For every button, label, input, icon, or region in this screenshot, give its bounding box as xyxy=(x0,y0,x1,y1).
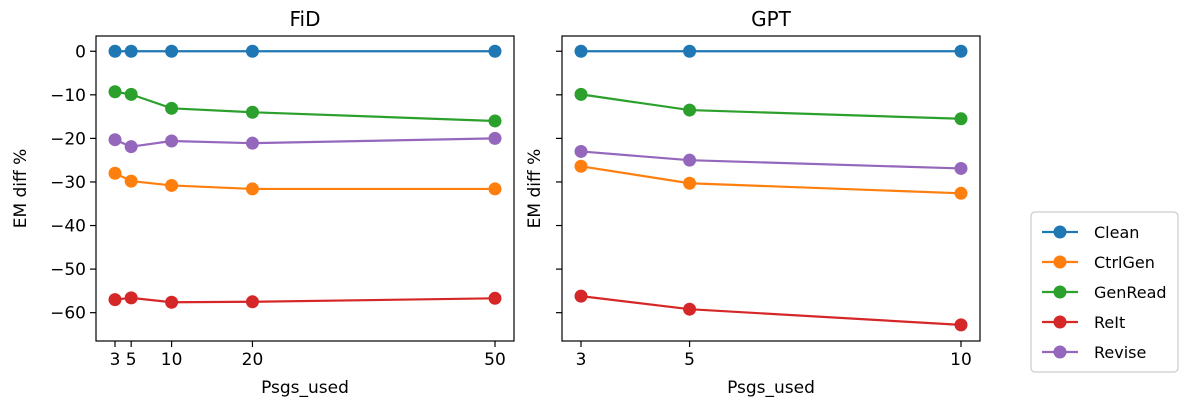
data-point xyxy=(683,103,697,117)
data-point xyxy=(245,105,259,119)
data-point xyxy=(683,302,697,316)
x-tick-label: 50 xyxy=(484,350,506,370)
y-tick-label: 0 xyxy=(75,42,86,62)
legend-label: Revise xyxy=(1094,343,1146,362)
legend-marker xyxy=(1053,285,1067,299)
legend-item-revise: Revise xyxy=(1042,343,1146,362)
series-genread xyxy=(108,85,502,128)
x-tick-label: 5 xyxy=(126,350,137,370)
y-axis-label: EM diff % xyxy=(11,149,31,229)
y-tick-label: −20 xyxy=(50,129,86,149)
series-line xyxy=(580,165,962,195)
x-tick-label: 5 xyxy=(684,350,695,370)
data-point xyxy=(108,44,122,58)
data-point xyxy=(683,176,697,190)
data-point xyxy=(954,318,968,332)
legend-label: CtrlGen xyxy=(1094,253,1155,272)
data-point xyxy=(165,178,179,192)
data-point xyxy=(124,44,138,58)
subplot-gpt: 3 5 10 GPT Psgs_used EM diff % xyxy=(525,7,981,398)
legend-marker xyxy=(1053,225,1067,239)
data-point xyxy=(108,133,122,147)
data-point xyxy=(574,144,588,158)
data-point xyxy=(108,85,122,99)
data-point xyxy=(245,136,259,150)
legend-item-reit: ReIt xyxy=(1042,313,1125,332)
data-point xyxy=(124,174,138,188)
legend-item-clean: Clean xyxy=(1042,223,1139,242)
series-line xyxy=(580,93,962,120)
series-reit xyxy=(108,291,502,309)
data-point xyxy=(245,295,259,309)
x-tick-label: 10 xyxy=(161,350,183,370)
y-tick-label: −10 xyxy=(50,86,86,106)
series-genread xyxy=(574,87,968,126)
data-point xyxy=(124,87,138,101)
data-point xyxy=(954,112,968,126)
legend-item-genread: GenRead xyxy=(1042,283,1167,302)
data-point xyxy=(954,44,968,58)
series-ctrlgen xyxy=(108,166,502,196)
plot-frame xyxy=(95,35,515,342)
data-point xyxy=(108,166,122,180)
data-point xyxy=(165,295,179,309)
data-point xyxy=(574,289,588,303)
series-line xyxy=(580,150,962,170)
legend-marker xyxy=(1053,315,1067,329)
data-point xyxy=(165,44,179,58)
series-revise xyxy=(574,144,968,175)
series-clean xyxy=(574,44,968,58)
data-point xyxy=(488,182,502,196)
y-tick-label: −50 xyxy=(50,260,86,280)
series-ctrlgen xyxy=(574,159,968,200)
legend-marker xyxy=(1053,345,1067,359)
data-point xyxy=(488,114,502,128)
data-point xyxy=(245,182,259,196)
series-reit xyxy=(574,289,968,332)
data-point xyxy=(488,131,502,145)
legend-item-ctrlgen: CtrlGen xyxy=(1042,253,1155,272)
series-line xyxy=(580,295,962,326)
legend-label: ReIt xyxy=(1094,313,1125,332)
legend-label: Clean xyxy=(1094,223,1139,242)
y-axis-label: EM diff % xyxy=(525,149,545,229)
data-point xyxy=(245,44,259,58)
chart-title: GPT xyxy=(751,7,792,31)
chart-title: FiD xyxy=(289,7,320,31)
plot-frame xyxy=(561,35,981,342)
data-point xyxy=(108,293,122,307)
y-tick-label: −40 xyxy=(50,217,86,237)
data-point xyxy=(574,159,588,173)
legend-label: GenRead xyxy=(1094,283,1167,302)
x-tick-label: 10 xyxy=(950,350,972,370)
x-tick-label: 20 xyxy=(242,350,264,370)
series-clean xyxy=(108,44,502,58)
x-axis-label: Psgs_used xyxy=(261,378,349,398)
data-point xyxy=(488,291,502,305)
data-point xyxy=(683,44,697,58)
x-tick-label: 3 xyxy=(110,350,121,370)
x-tick-label: 3 xyxy=(576,350,587,370)
y-tick-label: −30 xyxy=(50,173,86,193)
y-tick-label: −60 xyxy=(50,304,86,324)
series-revise xyxy=(108,131,502,154)
data-point xyxy=(165,101,179,115)
x-axis-label: Psgs_used xyxy=(727,378,815,398)
data-point xyxy=(954,186,968,200)
legend-frame xyxy=(1030,211,1179,373)
data-point xyxy=(124,140,138,154)
data-point xyxy=(683,153,697,167)
data-point xyxy=(124,291,138,305)
data-point xyxy=(954,161,968,175)
data-point xyxy=(488,44,502,58)
data-point xyxy=(165,134,179,148)
data-point xyxy=(574,44,588,58)
subplot-fid: 0 −10 −20 −30 −40 −50 −60 3 5 10 20 50 FiD Psgs_used E… xyxy=(11,7,515,398)
data-point xyxy=(574,87,588,101)
legend-marker xyxy=(1053,255,1067,269)
legend: Clean CtrlGen GenRead ReIt Revise xyxy=(1030,211,1179,373)
